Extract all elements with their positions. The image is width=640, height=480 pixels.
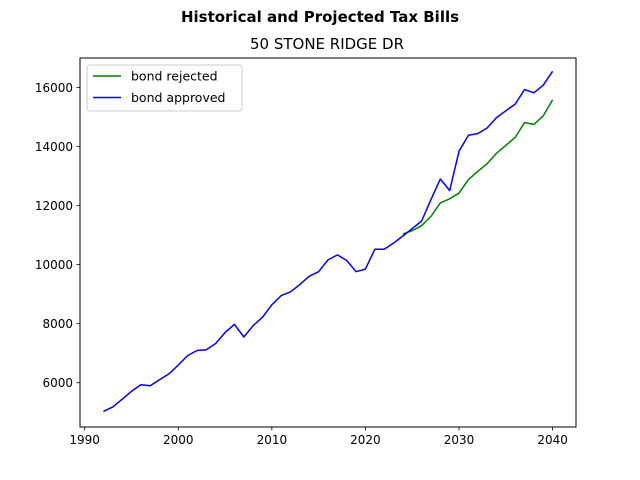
- y-tick-label-2: 10000: [35, 258, 73, 272]
- y-tick-label-4: 14000: [35, 140, 73, 154]
- x-tick-label-2: 2010: [257, 433, 288, 447]
- legend: bond rejected bond approved: [86, 64, 243, 112]
- chart-suptitle: Historical and Projected Tax Bills: [181, 8, 459, 26]
- series-line-0: [402, 99, 554, 235]
- y-tick-label-3: 12000: [35, 199, 73, 213]
- axes-frame: [79, 57, 577, 428]
- plot-area: [103, 70, 554, 413]
- x-tick-label-3: 2020: [350, 433, 381, 447]
- legend-label-1: bond approved: [131, 90, 225, 105]
- x-tick-label-1: 2000: [163, 433, 194, 447]
- y-tick-label-5: 16000: [35, 81, 73, 95]
- legend-box: [86, 64, 243, 112]
- y-tick-label-1: 8000: [42, 317, 73, 331]
- x-tick-label-0: 1990: [69, 433, 100, 447]
- y-tick-label-0: 6000: [42, 376, 73, 390]
- x-tick-label-4: 2030: [444, 433, 475, 447]
- x-tick-label-5: 2040: [537, 433, 568, 447]
- series-line-1: [103, 70, 554, 413]
- axis-ticks: 1990 2000 2010 2020 2030 2040 6000 8000 10000 120…: [35, 81, 568, 447]
- legend-label-0: bond rejected: [131, 69, 218, 84]
- chart-title: 50 STONE RIDGE DR: [250, 35, 404, 53]
